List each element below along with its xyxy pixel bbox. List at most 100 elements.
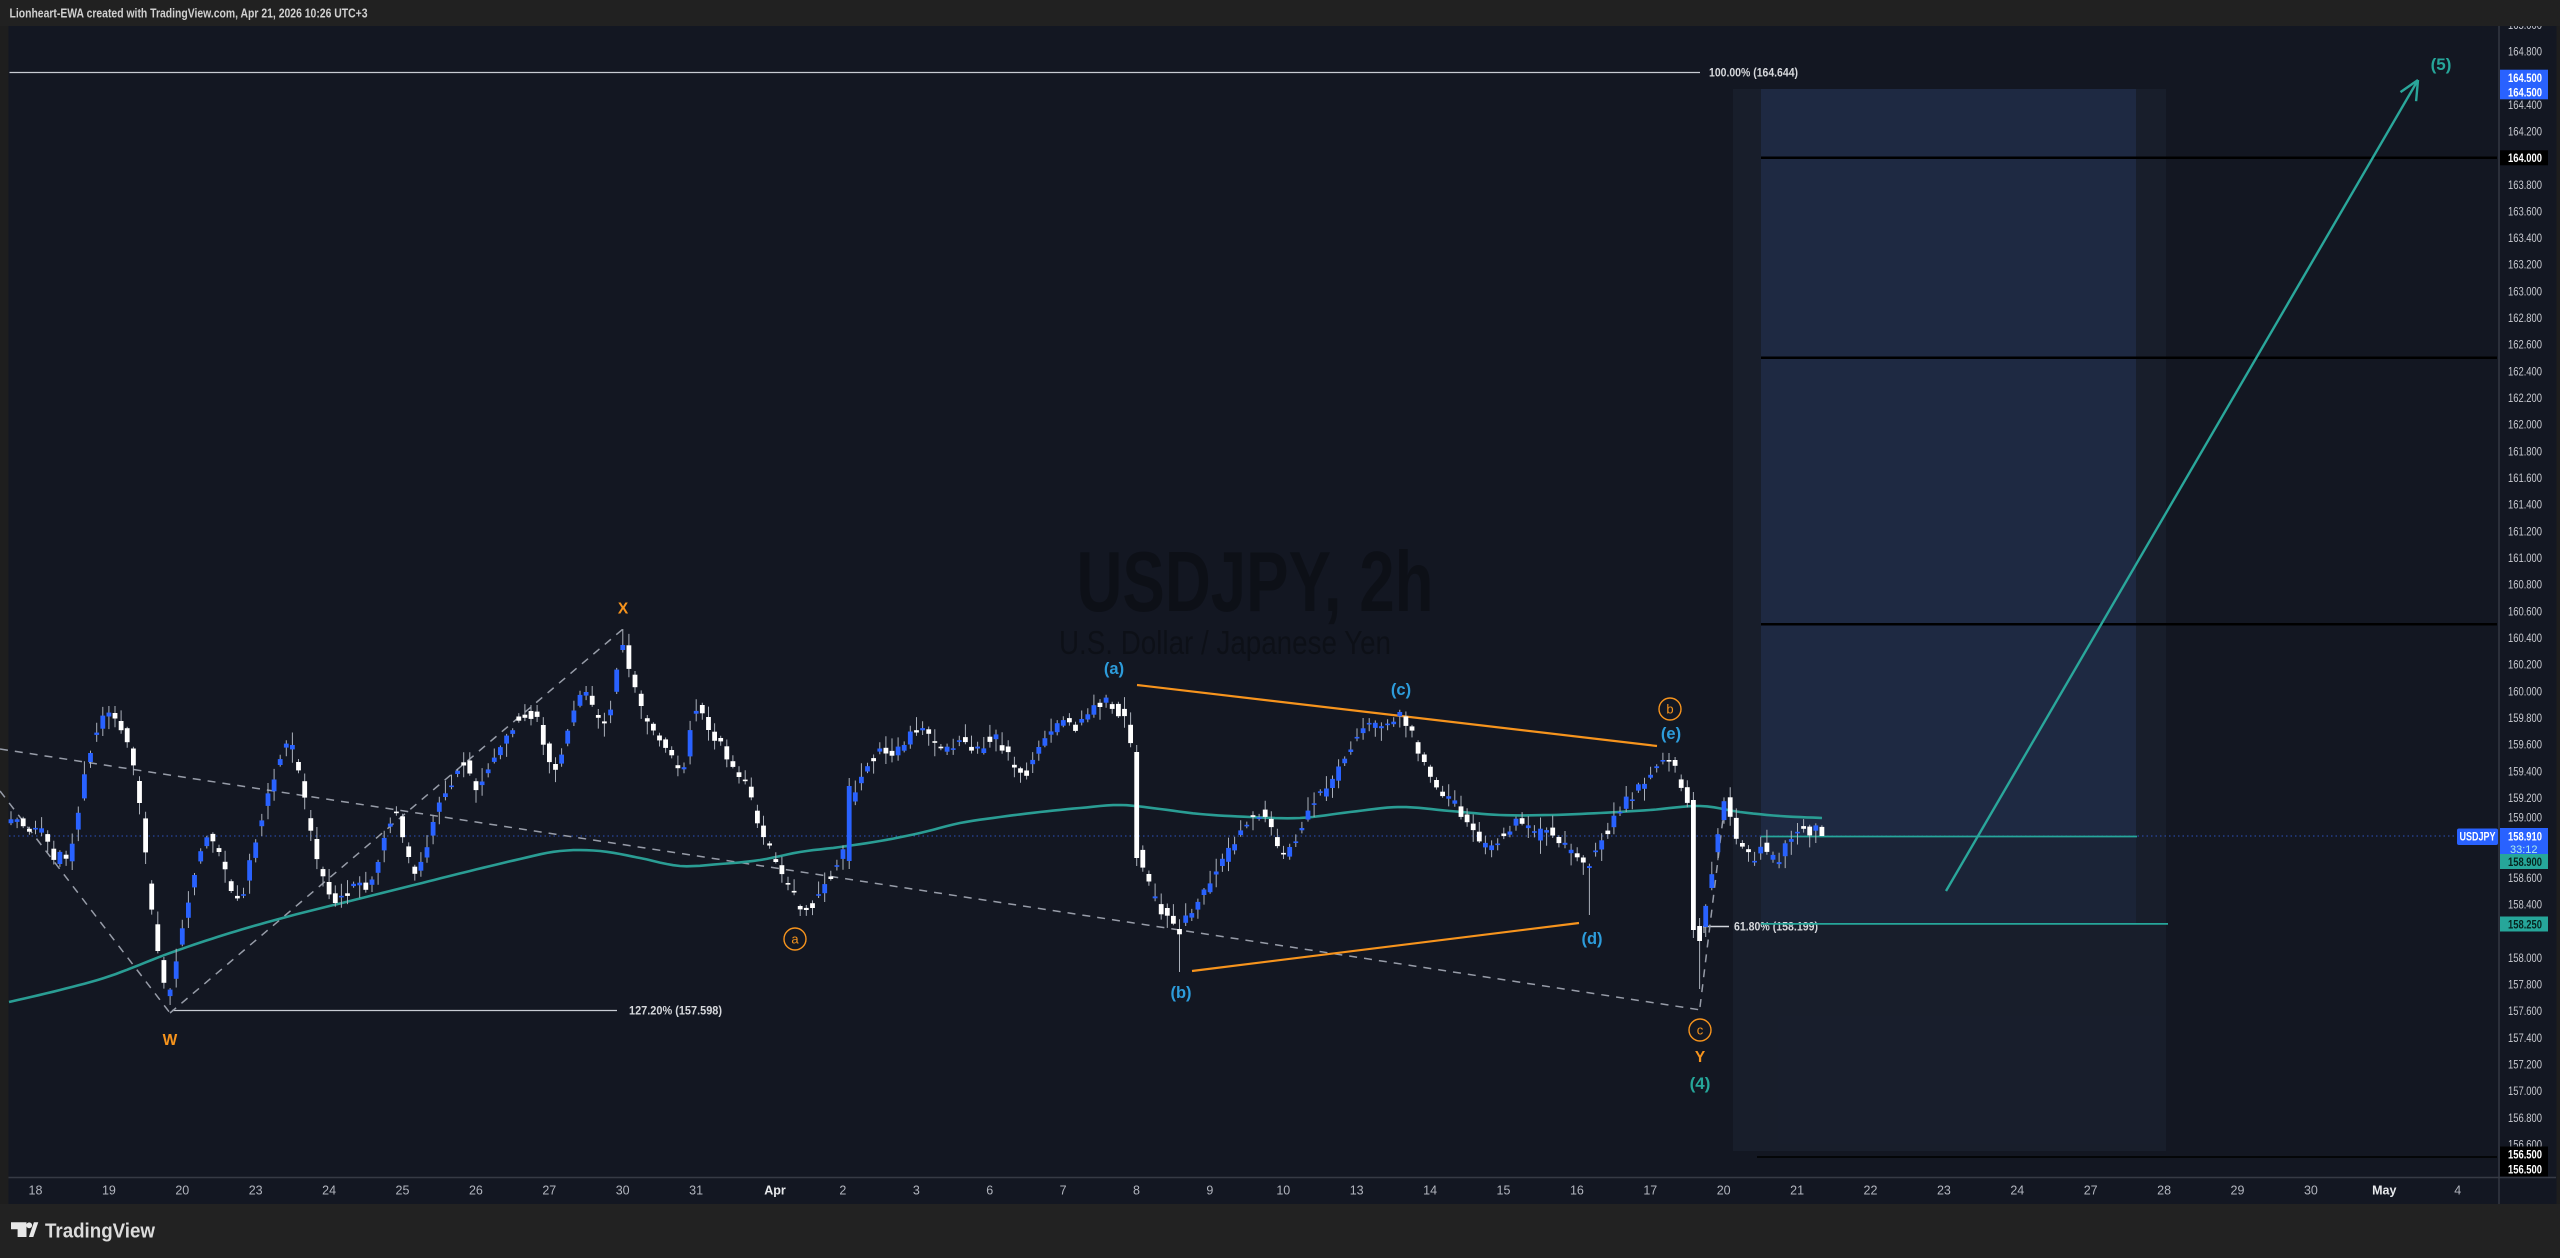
svg-text:13: 13: [1350, 1184, 1364, 1198]
svg-text:24: 24: [322, 1184, 336, 1198]
svg-text:164.000: 164.000: [2508, 151, 2542, 165]
svg-text:163.800: 163.800: [2508, 178, 2542, 192]
svg-text:30: 30: [616, 1184, 630, 1198]
svg-text:Y: Y: [1695, 1049, 1706, 1066]
svg-text:164.200: 164.200: [2508, 124, 2542, 138]
svg-text:17: 17: [1643, 1184, 1657, 1198]
svg-text:159.400: 159.400: [2508, 764, 2542, 778]
svg-text:160.200: 160.200: [2508, 658, 2542, 672]
svg-text:a: a: [791, 932, 799, 947]
svg-text:157.600: 157.600: [2508, 1004, 2542, 1018]
svg-text:19: 19: [102, 1184, 116, 1198]
svg-text:33:12: 33:12: [2510, 844, 2538, 856]
svg-text:Lionheart-EWA created with Tra: Lionheart-EWA created with TradingView.c…: [10, 6, 368, 21]
svg-text:USDJPY: USDJPY: [2460, 832, 2496, 844]
svg-text:157.000: 157.000: [2508, 1084, 2542, 1098]
svg-text:160.000: 160.000: [2508, 684, 2542, 698]
svg-text:(4): (4): [1690, 1074, 1711, 1093]
svg-text:Apr: Apr: [764, 1184, 786, 1198]
svg-text:156.500: 156.500: [2508, 1147, 2542, 1161]
svg-text:164.500: 164.500: [2508, 71, 2542, 85]
svg-text:16: 16: [1570, 1184, 1584, 1198]
svg-text:22: 22: [1864, 1184, 1878, 1198]
svg-text:127.20% (157.598): 127.20% (157.598): [629, 1006, 722, 1018]
svg-text:162.400: 162.400: [2508, 364, 2542, 378]
svg-text:159.200: 159.200: [2508, 791, 2542, 805]
svg-text:27: 27: [2084, 1184, 2098, 1198]
svg-text:26: 26: [469, 1184, 483, 1198]
svg-text:161.200: 161.200: [2508, 524, 2542, 538]
svg-text:20: 20: [1717, 1184, 1731, 1198]
svg-text:15: 15: [1497, 1184, 1511, 1198]
svg-text:163.600: 163.600: [2508, 204, 2542, 218]
svg-text:14: 14: [1423, 1184, 1437, 1198]
svg-text:158.900: 158.900: [2508, 855, 2542, 869]
svg-text:(b): (b): [1170, 984, 1191, 1002]
svg-text:18: 18: [29, 1184, 43, 1198]
svg-text:(a): (a): [1104, 660, 1124, 678]
svg-text:U.S. Dollar / Japanese Yen: U.S. Dollar / Japanese Yen: [1059, 624, 1391, 661]
svg-text:21: 21: [1790, 1184, 1804, 1198]
svg-text:156.800: 156.800: [2508, 1111, 2542, 1125]
svg-text:162.800: 162.800: [2508, 311, 2542, 325]
svg-text:100.00% (164.644): 100.00% (164.644): [1709, 68, 1798, 80]
svg-text:USDJPY, 2h: USDJPY, 2h: [1077, 535, 1434, 630]
svg-text:160.800: 160.800: [2508, 578, 2542, 592]
svg-text:160.400: 160.400: [2508, 631, 2542, 645]
svg-text:158.600: 158.600: [2508, 871, 2542, 885]
svg-text:160.600: 160.600: [2508, 604, 2542, 618]
svg-text:156.500: 156.500: [2508, 1162, 2542, 1176]
svg-text:157.200: 157.200: [2508, 1058, 2542, 1072]
svg-text:20: 20: [175, 1184, 189, 1198]
svg-text:161.800: 161.800: [2508, 444, 2542, 458]
svg-text:4: 4: [2454, 1184, 2461, 1198]
svg-text:163.200: 163.200: [2508, 258, 2542, 272]
svg-text:3: 3: [913, 1184, 920, 1198]
svg-text:May: May: [2372, 1184, 2396, 1198]
svg-text:(d): (d): [1581, 930, 1602, 948]
svg-text:X: X: [618, 601, 629, 618]
svg-text:(e): (e): [1661, 725, 1681, 743]
svg-text:10: 10: [1276, 1184, 1290, 1198]
svg-text:7: 7: [1060, 1184, 1067, 1198]
svg-text:159.600: 159.600: [2508, 738, 2542, 752]
svg-text:23: 23: [249, 1184, 263, 1198]
svg-text:161.600: 161.600: [2508, 471, 2542, 485]
svg-text:27: 27: [542, 1184, 556, 1198]
svg-text:164.500: 164.500: [2508, 86, 2542, 100]
svg-text:158.250: 158.250: [2508, 917, 2542, 931]
svg-text:(c): (c): [1391, 681, 1411, 699]
svg-text:158.910: 158.910: [2508, 830, 2542, 844]
svg-text:2: 2: [839, 1184, 846, 1198]
svg-text:157.400: 157.400: [2508, 1031, 2542, 1045]
svg-text:159.000: 159.000: [2508, 811, 2542, 825]
svg-text:W: W: [163, 1032, 178, 1049]
svg-text:158.000: 158.000: [2508, 951, 2542, 965]
svg-text:24: 24: [2010, 1184, 2024, 1198]
svg-text:158.400: 158.400: [2508, 898, 2542, 912]
svg-text:162.600: 162.600: [2508, 338, 2542, 352]
svg-text:30: 30: [2304, 1184, 2318, 1198]
svg-text:23: 23: [1937, 1184, 1951, 1198]
svg-text:25: 25: [396, 1184, 410, 1198]
svg-text:164.800: 164.800: [2508, 45, 2542, 59]
svg-text:31: 31: [689, 1184, 703, 1198]
svg-text:8: 8: [1133, 1184, 1140, 1198]
svg-text:163.400: 163.400: [2508, 231, 2542, 245]
svg-text:TradingView: TradingView: [45, 1221, 155, 1243]
svg-text:164.400: 164.400: [2508, 98, 2542, 112]
svg-text:(5): (5): [2431, 55, 2452, 74]
svg-text:9: 9: [1206, 1184, 1213, 1198]
svg-text:163.000: 163.000: [2508, 284, 2542, 298]
svg-text:162.000: 162.000: [2508, 418, 2542, 432]
svg-text:162.200: 162.200: [2508, 391, 2542, 405]
svg-text:157.800: 157.800: [2508, 978, 2542, 992]
svg-text:29: 29: [2231, 1184, 2245, 1198]
svg-text:159.800: 159.800: [2508, 711, 2542, 725]
svg-text:c: c: [1697, 1023, 1704, 1038]
svg-text:b: b: [1666, 702, 1673, 717]
svg-text:161.400: 161.400: [2508, 498, 2542, 512]
svg-text:161.000: 161.000: [2508, 551, 2542, 565]
svg-text:6: 6: [986, 1184, 993, 1198]
svg-text:28: 28: [2157, 1184, 2171, 1198]
